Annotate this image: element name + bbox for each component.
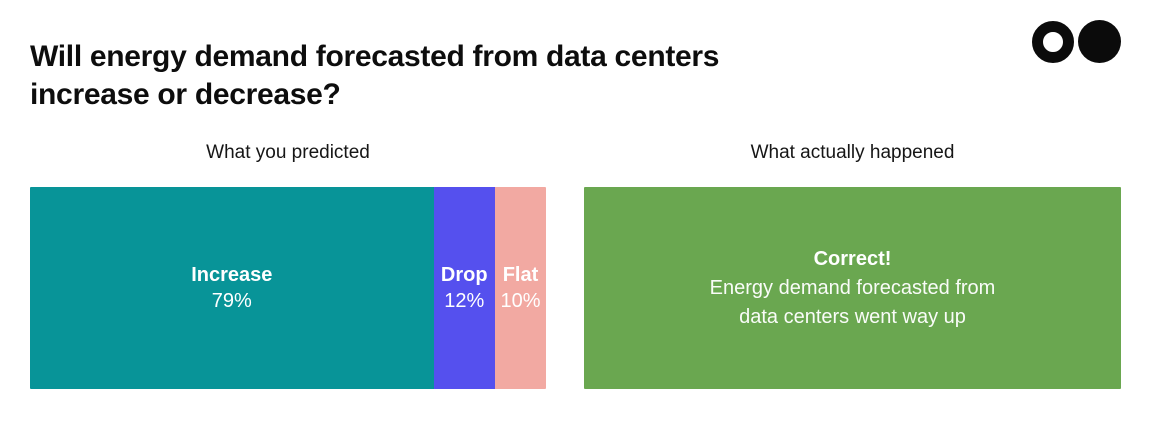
pagination-dots [1032, 20, 1121, 63]
segment-value: 12% [444, 290, 485, 312]
result-heading: Correct! [813, 247, 892, 270]
result-message: Energy demand forecasted from data cente… [709, 276, 996, 328]
segment-label: Drop [440, 264, 488, 286]
result-box: Correct! Energy demand forecasted from d… [584, 187, 1121, 389]
segment-value: 10% [500, 290, 541, 312]
segment-label: Flat [502, 264, 539, 286]
bar-segment-drop: Drop 12% [433, 187, 495, 389]
actual-section-label: What actually happened [750, 142, 955, 163]
bar-segment-flat: Flat 10% [494, 187, 546, 389]
segment-value: 79% [211, 290, 252, 312]
predicted-section-label: What you predicted [206, 142, 370, 163]
segment-label: Increase [191, 264, 273, 286]
prediction-bar: Increase 79% Drop 12% Flat 10% [30, 187, 546, 389]
bar-segment-increase: Increase 79% [30, 187, 434, 389]
page-dot-hollow-icon[interactable] [1032, 20, 1074, 63]
page-title: Will energy demand forecasted from data … [30, 40, 720, 111]
page-dot-filled-icon[interactable] [1078, 20, 1121, 63]
